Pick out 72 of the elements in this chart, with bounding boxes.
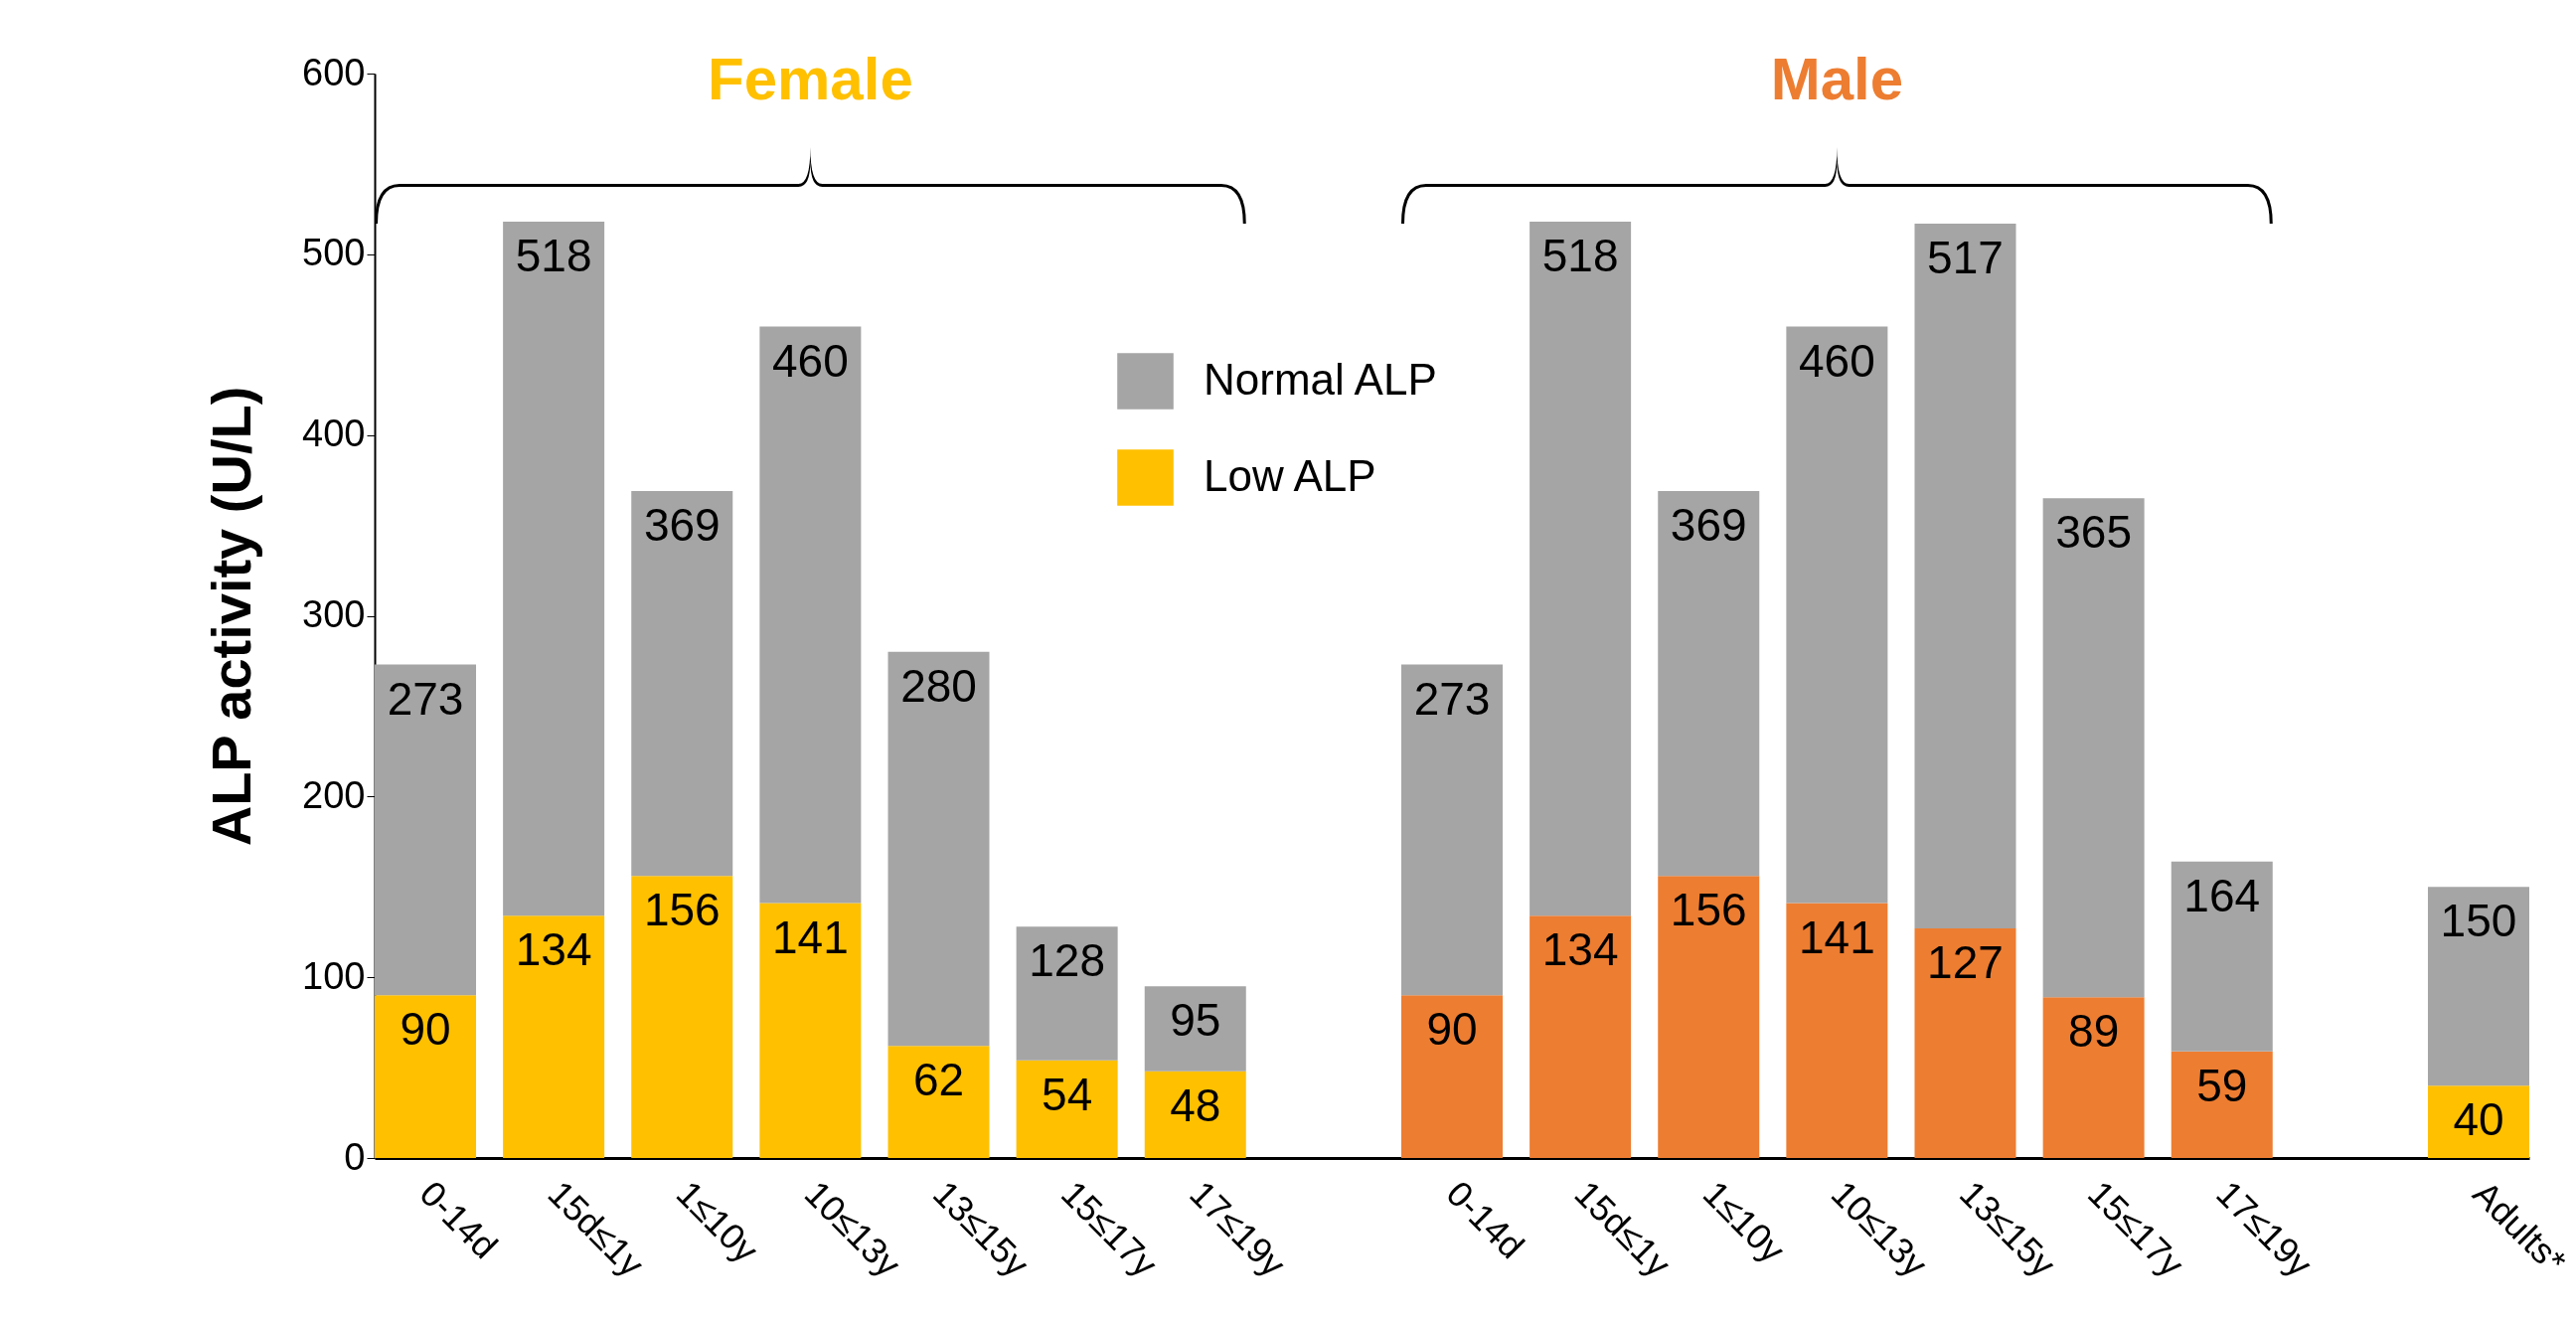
legend-label: Low ALP bbox=[1204, 450, 1376, 500]
bar bbox=[1786, 903, 1888, 1158]
data-label: 48 bbox=[1170, 1078, 1221, 1131]
bar bbox=[375, 995, 477, 1158]
total-label: 518 bbox=[515, 230, 592, 282]
bar bbox=[1144, 1071, 1246, 1158]
total-label: 460 bbox=[1799, 334, 1875, 387]
data-label: 156 bbox=[1670, 884, 1747, 936]
bar bbox=[887, 1046, 990, 1158]
bar bbox=[2171, 1051, 2273, 1158]
bar bbox=[2042, 997, 2145, 1158]
annotation: Female bbox=[707, 46, 913, 112]
total-label: 128 bbox=[1029, 934, 1105, 987]
bar bbox=[1914, 928, 2016, 1158]
bar bbox=[375, 664, 477, 996]
bar bbox=[1786, 326, 1888, 904]
data-label: 141 bbox=[1799, 910, 1875, 963]
total-label: 517 bbox=[1927, 231, 2004, 283]
y-tick-label: 100 bbox=[302, 954, 366, 997]
y-tick-label: 400 bbox=[302, 413, 366, 455]
data-label: 134 bbox=[1541, 923, 1619, 976]
bar bbox=[1658, 491, 1760, 877]
legend-label: Normal ALP bbox=[1204, 354, 1437, 404]
bar bbox=[1144, 986, 1246, 1072]
bar bbox=[1530, 222, 1632, 916]
data-label: 40 bbox=[2453, 1093, 2504, 1146]
bar bbox=[887, 651, 990, 1047]
bar bbox=[1016, 1060, 1118, 1158]
bar bbox=[1530, 915, 1632, 1158]
data-label: 90 bbox=[400, 1003, 451, 1056]
data-label: 62 bbox=[912, 1054, 965, 1106]
data-label: 127 bbox=[1927, 936, 2004, 989]
data-label: 54 bbox=[1042, 1068, 1093, 1120]
annotation: Male bbox=[1770, 46, 1904, 112]
data-label: 141 bbox=[772, 910, 849, 963]
total-label: 369 bbox=[643, 499, 721, 552]
total-label: 150 bbox=[2440, 895, 2517, 947]
bar bbox=[503, 915, 605, 1158]
total-label: 273 bbox=[387, 672, 464, 725]
y-tick-label: 600 bbox=[302, 51, 366, 93]
total-label: 280 bbox=[900, 659, 977, 712]
bar bbox=[1401, 995, 1503, 1158]
y-tick-label: 200 bbox=[302, 773, 366, 816]
y-tick-label: 300 bbox=[302, 593, 366, 635]
total-label: 95 bbox=[1170, 994, 1221, 1047]
bar bbox=[759, 326, 862, 904]
total-label: 164 bbox=[2183, 869, 2261, 921]
data-label: 156 bbox=[643, 884, 721, 936]
bar bbox=[2171, 861, 2273, 1052]
data-label: 59 bbox=[2196, 1059, 2248, 1111]
y-tick-label: 500 bbox=[302, 232, 366, 274]
bar bbox=[1016, 926, 1118, 1061]
bar bbox=[631, 876, 733, 1158]
total-label: 518 bbox=[1541, 230, 1619, 282]
bar bbox=[1914, 223, 2016, 929]
bar bbox=[2427, 887, 2529, 1086]
total-label: 460 bbox=[772, 334, 849, 387]
data-label: 134 bbox=[515, 923, 592, 976]
bar bbox=[1658, 876, 1760, 1158]
bar bbox=[759, 903, 862, 1158]
bar bbox=[503, 222, 605, 916]
bar bbox=[2042, 498, 2145, 998]
data-label: 89 bbox=[2068, 1005, 2120, 1058]
y-axis-title: ALP activity (U/L) bbox=[200, 386, 263, 847]
y-tick-label: 0 bbox=[344, 1135, 366, 1178]
total-label: 365 bbox=[2055, 506, 2132, 559]
bar bbox=[1401, 664, 1503, 996]
data-label: 90 bbox=[1426, 1003, 1478, 1056]
total-label: 369 bbox=[1670, 499, 1747, 552]
total-label: 273 bbox=[1413, 672, 1491, 725]
bar bbox=[2427, 1085, 2529, 1158]
bar bbox=[631, 491, 733, 877]
